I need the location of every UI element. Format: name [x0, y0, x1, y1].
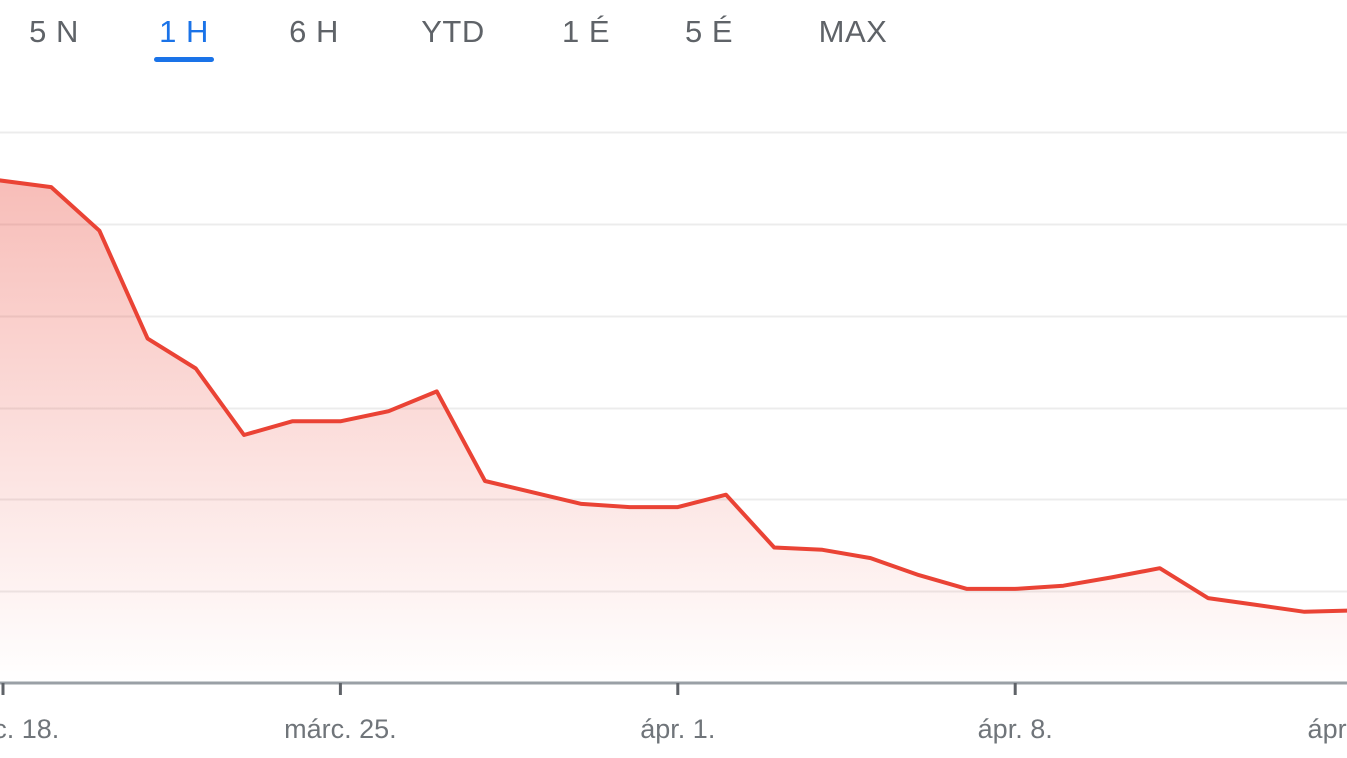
- price-line: [0, 178, 1347, 614]
- tab-5-days[interactable]: 5 N: [29, 14, 79, 49]
- x-tick-label-3: ápr. 8.: [978, 714, 1053, 744]
- x-tick-label-2: ápr. 1.: [640, 714, 715, 744]
- x-tick-label-4: ápr. 15.: [1308, 714, 1347, 744]
- tab-1-year[interactable]: 1 É: [561, 14, 611, 49]
- x-axis-ticks: [1, 683, 1017, 695]
- price-area-fill: [0, 180, 1347, 683]
- time-range-tabs: 5 N 1 H 6 H YTD 1 É 5 É MAX: [0, 0, 1347, 70]
- tab-5-years[interactable]: 5 É: [684, 14, 734, 49]
- tab-1-month[interactable]: 1 H: [159, 14, 209, 49]
- x-tick-label-0: márc. 18.: [0, 714, 59, 744]
- tab-6-months[interactable]: 6 H: [289, 14, 339, 49]
- price-chart[interactable]: márc. 18. márc. 25. ápr. 1. ápr. 8. ápr. 15.: [0, 80, 1347, 758]
- x-axis-labels: márc. 18. márc. 25. ápr. 1. ápr. 8. ápr. 15.: [0, 714, 1347, 744]
- x-tick-label-1: márc. 25.: [284, 714, 397, 744]
- active-tab-indicator: [154, 57, 214, 62]
- tab-max[interactable]: MAX: [818, 14, 888, 49]
- tab-ytd[interactable]: YTD: [421, 14, 485, 49]
